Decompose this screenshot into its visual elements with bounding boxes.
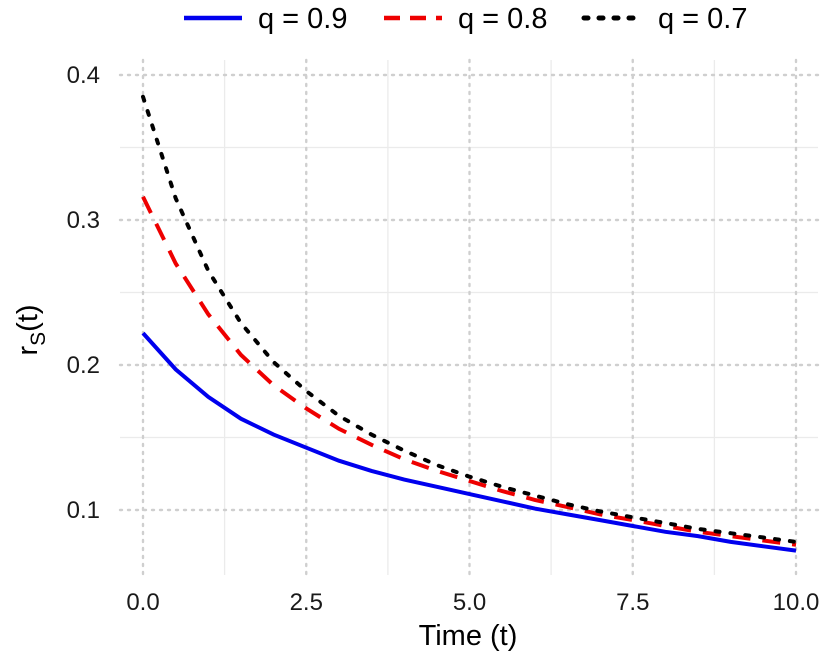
y-axis-title-suffix: (t) [12,304,44,331]
y-axis-title: rS(t) [12,304,50,355]
y-tick-label: 0.1 [67,497,100,524]
x-tick-label: 10.0 [773,589,820,616]
legend-label-1: q = 0.9 [258,3,348,35]
x-axis-tick-labels: 0.0 2.5 5.0 7.5 10.0 [126,589,819,616]
x-tick-label: 0.0 [126,589,159,616]
x-tick-label: 5.0 [453,589,486,616]
legend-label-2: q = 0.8 [458,3,548,35]
x-tick-label: 7.5 [616,589,649,616]
y-tick-label: 0.3 [67,207,100,234]
x-axis-title: Time (t) [419,620,518,652]
series-lines [141,94,798,553]
grid [118,58,820,577]
x-tick-label: 2.5 [290,589,323,616]
y-tick-label: 0.2 [67,352,100,379]
y-axis-title-subscript: S [27,332,50,346]
y-axis-tick-labels: 0.1 0.2 0.3 0.4 [67,62,100,524]
y-axis-title-base: r [12,346,44,356]
y-tick-label: 0.4 [67,62,100,89]
legend: q = 0.9 q = 0.8 q = 0.7 [184,3,748,35]
series-line-2 [141,195,797,547]
series-line-1 [141,331,797,553]
legend-label-3: q = 0.7 [658,3,748,35]
series-line-3 [141,94,798,544]
